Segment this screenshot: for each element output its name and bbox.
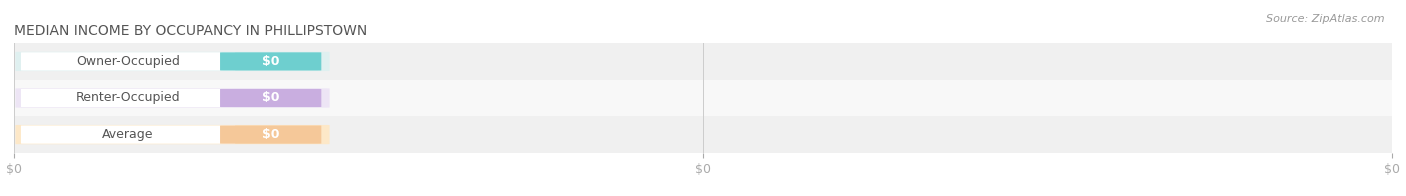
FancyBboxPatch shape	[15, 125, 329, 144]
FancyBboxPatch shape	[15, 88, 329, 108]
FancyBboxPatch shape	[221, 89, 322, 107]
Text: Owner-Occupied: Owner-Occupied	[76, 55, 180, 68]
Bar	[14, 80, 1392, 116]
FancyBboxPatch shape	[21, 52, 235, 71]
FancyBboxPatch shape	[221, 125, 322, 144]
Text: $0: $0	[262, 55, 280, 68]
Bar	[14, 43, 1392, 80]
Text: $0: $0	[262, 92, 280, 104]
FancyBboxPatch shape	[21, 125, 235, 144]
Text: Source: ZipAtlas.com: Source: ZipAtlas.com	[1267, 14, 1385, 24]
Bar	[14, 116, 1392, 153]
FancyBboxPatch shape	[15, 52, 329, 71]
Text: MEDIAN INCOME BY OCCUPANCY IN PHILLIPSTOWN: MEDIAN INCOME BY OCCUPANCY IN PHILLIPSTO…	[14, 24, 367, 38]
Text: $0: $0	[262, 128, 280, 141]
Text: Average: Average	[103, 128, 153, 141]
Text: Renter-Occupied: Renter-Occupied	[76, 92, 180, 104]
FancyBboxPatch shape	[221, 52, 322, 71]
FancyBboxPatch shape	[21, 89, 235, 107]
